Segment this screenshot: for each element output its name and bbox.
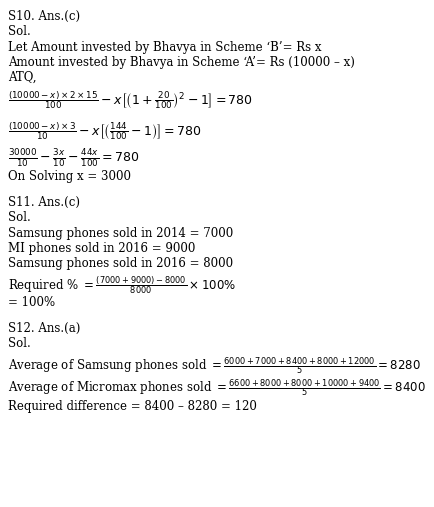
Text: Sol.: Sol.	[8, 25, 30, 39]
Text: On Solving x = 3000: On Solving x = 3000	[8, 170, 131, 183]
Text: Average of Samsung phones sold $=\frac{6000+7000+8400+8000+12000}{5}=8280$: Average of Samsung phones sold $=\frac{6…	[8, 355, 421, 377]
Text: Amount invested by Bhavya in Scheme ‘A’= Rs (10000 – x): Amount invested by Bhavya in Scheme ‘A’=…	[8, 56, 355, 69]
Text: Sol.: Sol.	[8, 211, 30, 225]
Text: $\frac{(10000-x)\times 2\times 15}{100} - x\left[\left(1+\frac{20}{100}\right)^{: $\frac{(10000-x)\times 2\times 15}{100} …	[8, 89, 253, 111]
Text: = 100%: = 100%	[8, 296, 55, 309]
Text: Sol.: Sol.	[8, 337, 30, 350]
Text: S10. Ans.(c): S10. Ans.(c)	[8, 10, 80, 23]
Text: Let Amount invested by Bhavya in Scheme ‘B’= Rs x: Let Amount invested by Bhavya in Scheme …	[8, 41, 321, 54]
Text: MI phones sold in 2016 = 9000: MI phones sold in 2016 = 9000	[8, 242, 195, 255]
Text: $\frac{30000}{10}-\frac{3x}{10}-\frac{44x}{100}=780$: $\frac{30000}{10}-\frac{3x}{10}-\frac{44…	[8, 147, 139, 169]
Text: S12. Ans.(a): S12. Ans.(a)	[8, 322, 80, 335]
Text: $\frac{(10000-x)\times 3}{10} - x\left[\left(\frac{144}{100}-1\right)\right]=780: $\frac{(10000-x)\times 3}{10} - x\left[\…	[8, 120, 201, 142]
Text: Samsung phones sold in 2014 = 7000: Samsung phones sold in 2014 = 7000	[8, 227, 233, 240]
Text: ATQ,: ATQ,	[8, 71, 36, 84]
Text: Required % $=\frac{(7000+9000)-8000}{8000}\times100\%$: Required % $=\frac{(7000+9000)-8000}{800…	[8, 274, 236, 296]
Text: Average of Micromax phones sold $=\frac{6600+8000+8000+10000+9400}{5}=8400$: Average of Micromax phones sold $=\frac{…	[8, 378, 426, 400]
Text: Required difference = 8400 – 8280 = 120: Required difference = 8400 – 8280 = 120	[8, 400, 256, 413]
Text: S11. Ans.(c): S11. Ans.(c)	[8, 196, 80, 209]
Text: Samsung phones sold in 2016 = 8000: Samsung phones sold in 2016 = 8000	[8, 257, 233, 270]
